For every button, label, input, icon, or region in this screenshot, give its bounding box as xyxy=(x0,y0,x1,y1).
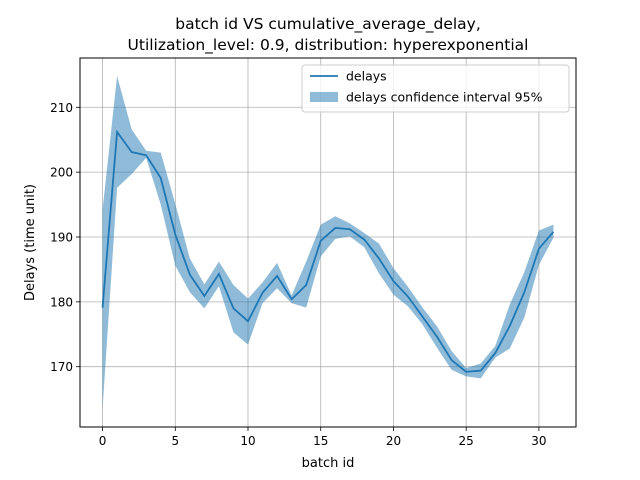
legend-box xyxy=(301,64,570,113)
x-axis-label: batch id xyxy=(302,456,355,471)
x-ticks: 0 5 10 15 20 25 30 xyxy=(99,427,547,448)
y-tick-label: 200 xyxy=(50,166,73,180)
y-ticks: 170 180 190 200 210 xyxy=(50,101,80,374)
y-axis-label: Delays (time unit) xyxy=(23,184,38,301)
x-tick-label: 15 xyxy=(313,434,328,448)
x-tick-label: 25 xyxy=(459,434,474,448)
chart-title-line1: batch id VS cumulative_average_delay, xyxy=(175,15,481,34)
delays-line xyxy=(101,129,555,373)
chart-title-line2: Utilization_level: 0.9, distribution: hy… xyxy=(128,36,529,55)
y-tick-label: 190 xyxy=(50,230,73,244)
confidence-interval-band xyxy=(102,76,554,409)
legend: delays delays confidence interval 95% xyxy=(301,64,570,113)
x-tick-label: 0 xyxy=(99,434,107,448)
x-tick-label: 30 xyxy=(531,434,546,448)
x-tick-label: 20 xyxy=(386,434,401,448)
legend-band-swatch xyxy=(310,92,338,102)
x-tick-label: 10 xyxy=(240,434,255,448)
legend-label-delays: delays xyxy=(346,69,387,84)
y-tick-label: 170 xyxy=(50,360,73,374)
plot-frame xyxy=(79,57,577,428)
y-tick-label: 210 xyxy=(50,101,73,115)
legend-label-confidence-interval: delays confidence interval 95% xyxy=(346,90,543,105)
y-tick-label: 180 xyxy=(50,295,73,309)
x-tick-label: 5 xyxy=(171,434,179,448)
